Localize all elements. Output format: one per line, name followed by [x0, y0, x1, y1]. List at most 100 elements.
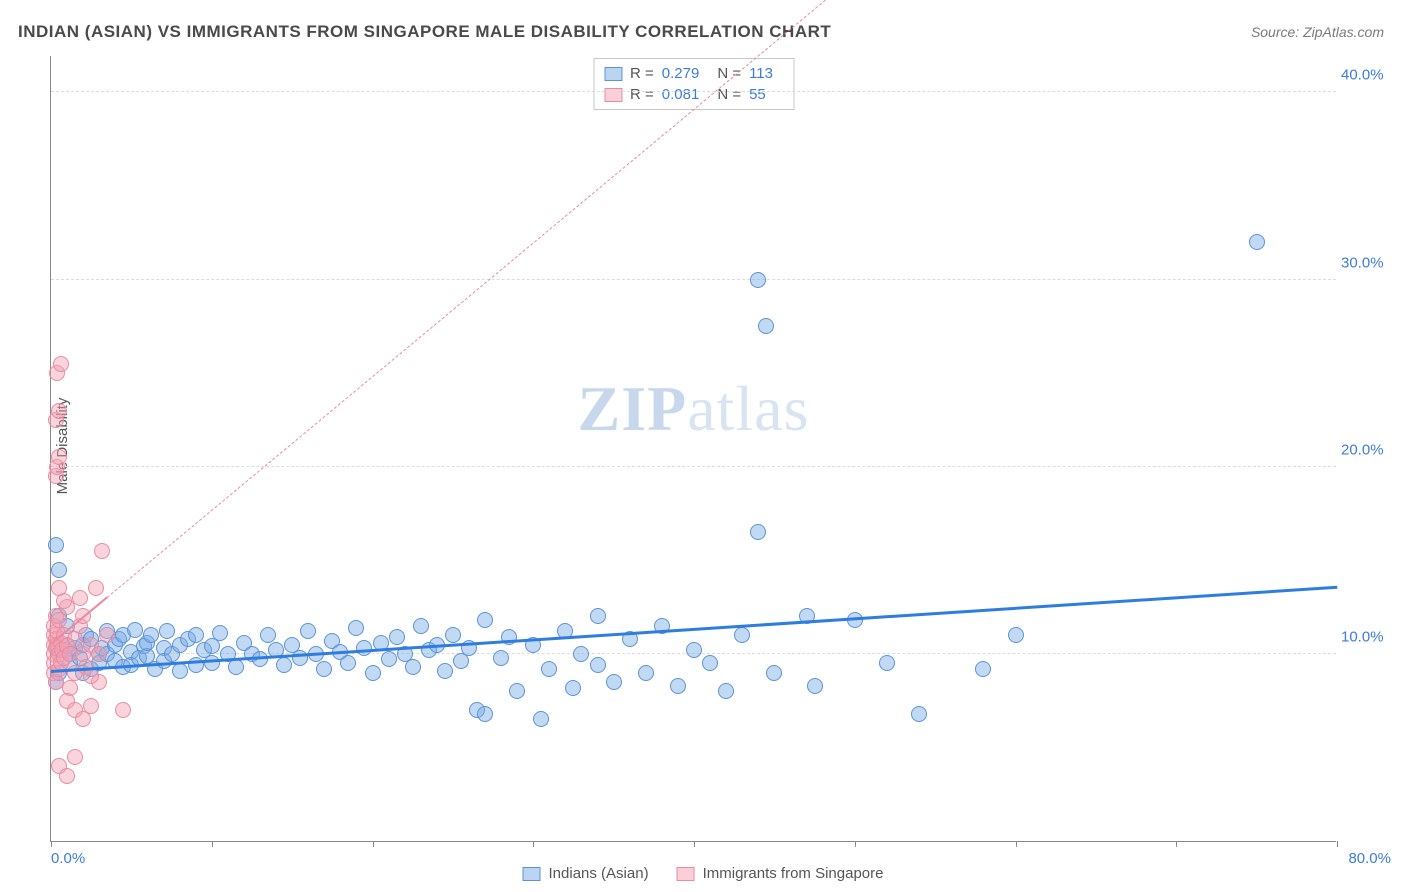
data-point-indians — [590, 608, 606, 624]
data-point-indians — [975, 661, 991, 677]
x-tick — [212, 841, 213, 847]
data-point-indians — [807, 678, 823, 694]
legend-swatch — [604, 88, 622, 102]
data-point-indians — [143, 627, 159, 643]
y-tick-label: 10.0% — [1341, 628, 1396, 645]
x-tick-label-min: 0.0% — [51, 850, 85, 867]
data-point-indians — [1008, 627, 1024, 643]
data-point-singapore — [59, 768, 75, 784]
data-point-indians — [340, 655, 356, 671]
data-point-singapore — [67, 749, 83, 765]
legend-series-item: Indians (Asian) — [523, 865, 649, 882]
data-point-indians — [879, 655, 895, 671]
data-point-indians — [911, 706, 927, 722]
data-point-indians — [477, 706, 493, 722]
data-point-singapore — [91, 646, 107, 662]
legend-stat-row: R = 0.081 N = 55 — [604, 84, 783, 105]
data-point-indians — [702, 655, 718, 671]
x-tick — [855, 841, 856, 847]
data-point-indians — [606, 674, 622, 690]
x-tick — [373, 841, 374, 847]
r-value: 0.081 — [662, 86, 700, 103]
data-point-indians — [573, 646, 589, 662]
data-point-indians — [51, 562, 67, 578]
data-point-indians — [389, 629, 405, 645]
trend-line-indians — [51, 585, 1337, 672]
data-point-indians — [300, 623, 316, 639]
x-tick — [1016, 841, 1017, 847]
legend-swatch — [523, 867, 541, 881]
x-tick — [1337, 841, 1338, 847]
data-point-indians — [686, 642, 702, 658]
data-point-indians — [413, 618, 429, 634]
n-label: N = — [717, 86, 741, 103]
data-point-indians — [509, 683, 525, 699]
legend-series-label: Immigrants from Singapore — [703, 865, 884, 882]
data-point-singapore — [88, 580, 104, 596]
x-tick — [533, 841, 534, 847]
data-point-indians — [127, 622, 143, 638]
y-tick-label: 40.0% — [1341, 67, 1396, 84]
data-point-indians — [292, 650, 308, 666]
x-tick — [694, 841, 695, 847]
data-point-singapore — [51, 403, 67, 419]
data-point-indians — [445, 627, 461, 643]
data-point-indians — [260, 627, 276, 643]
y-tick-label: 30.0% — [1341, 254, 1396, 271]
data-point-indians — [493, 650, 509, 666]
data-point-singapore — [94, 543, 110, 559]
data-point-indians — [750, 524, 766, 540]
watermark: ZIPatlas — [578, 372, 810, 446]
legend-swatch — [604, 67, 622, 81]
legend-series-label: Indians (Asian) — [549, 865, 649, 882]
data-point-indians — [188, 627, 204, 643]
r-label: R = — [630, 86, 654, 103]
n-value: 113 — [749, 65, 773, 82]
gridline — [51, 279, 1336, 280]
chart-title: INDIAN (ASIAN) VS IMMIGRANTS FROM SINGAP… — [18, 22, 831, 42]
x-tick-label-max: 80.0% — [1348, 850, 1391, 867]
data-point-indians — [734, 627, 750, 643]
data-point-indians — [48, 537, 64, 553]
n-value: 55 — [749, 86, 766, 103]
data-point-indians — [276, 657, 292, 673]
data-point-indians — [172, 663, 188, 679]
data-point-indians — [758, 318, 774, 334]
legend-series-item: Immigrants from Singapore — [677, 865, 884, 882]
legend-stat-row: R =0.279N =113 — [604, 63, 783, 84]
data-point-indians — [477, 612, 493, 628]
data-point-indians — [228, 659, 244, 675]
data-point-indians — [590, 657, 606, 673]
data-point-indians — [718, 683, 734, 699]
data-point-indians — [381, 651, 397, 667]
data-point-indians — [670, 678, 686, 694]
data-point-indians — [365, 665, 381, 681]
data-point-singapore — [53, 356, 69, 372]
data-point-indians — [766, 665, 782, 681]
data-point-indians — [541, 661, 557, 677]
data-point-indians — [405, 659, 421, 675]
data-point-indians — [533, 711, 549, 727]
data-point-singapore — [51, 449, 67, 465]
data-point-indians — [159, 623, 175, 639]
data-point-indians — [204, 655, 220, 671]
r-value: 0.279 — [662, 65, 700, 82]
data-point-singapore — [51, 580, 67, 596]
gridline — [51, 91, 1336, 92]
data-point-singapore — [72, 590, 88, 606]
data-point-indians — [750, 272, 766, 288]
data-point-indians — [565, 680, 581, 696]
data-point-singapore — [99, 627, 115, 643]
data-point-indians — [1249, 234, 1265, 250]
source-attribution: Source: ZipAtlas.com — [1251, 24, 1384, 40]
legend-swatch — [677, 867, 695, 881]
series-legend: Indians (Asian) Immigrants from Singapore — [523, 865, 884, 882]
gridline — [51, 466, 1336, 467]
data-point-indians — [316, 661, 332, 677]
x-tick — [51, 841, 52, 847]
data-point-singapore — [115, 702, 131, 718]
plot-area: ZIPatlas R =0.279N =113R =0.081N =55 10.… — [50, 56, 1336, 842]
x-tick — [1176, 841, 1177, 847]
r-label: R = — [630, 65, 654, 82]
correlation-legend: R = 0.279 N = 113 R = 0.081 N = 55 — [593, 58, 794, 110]
